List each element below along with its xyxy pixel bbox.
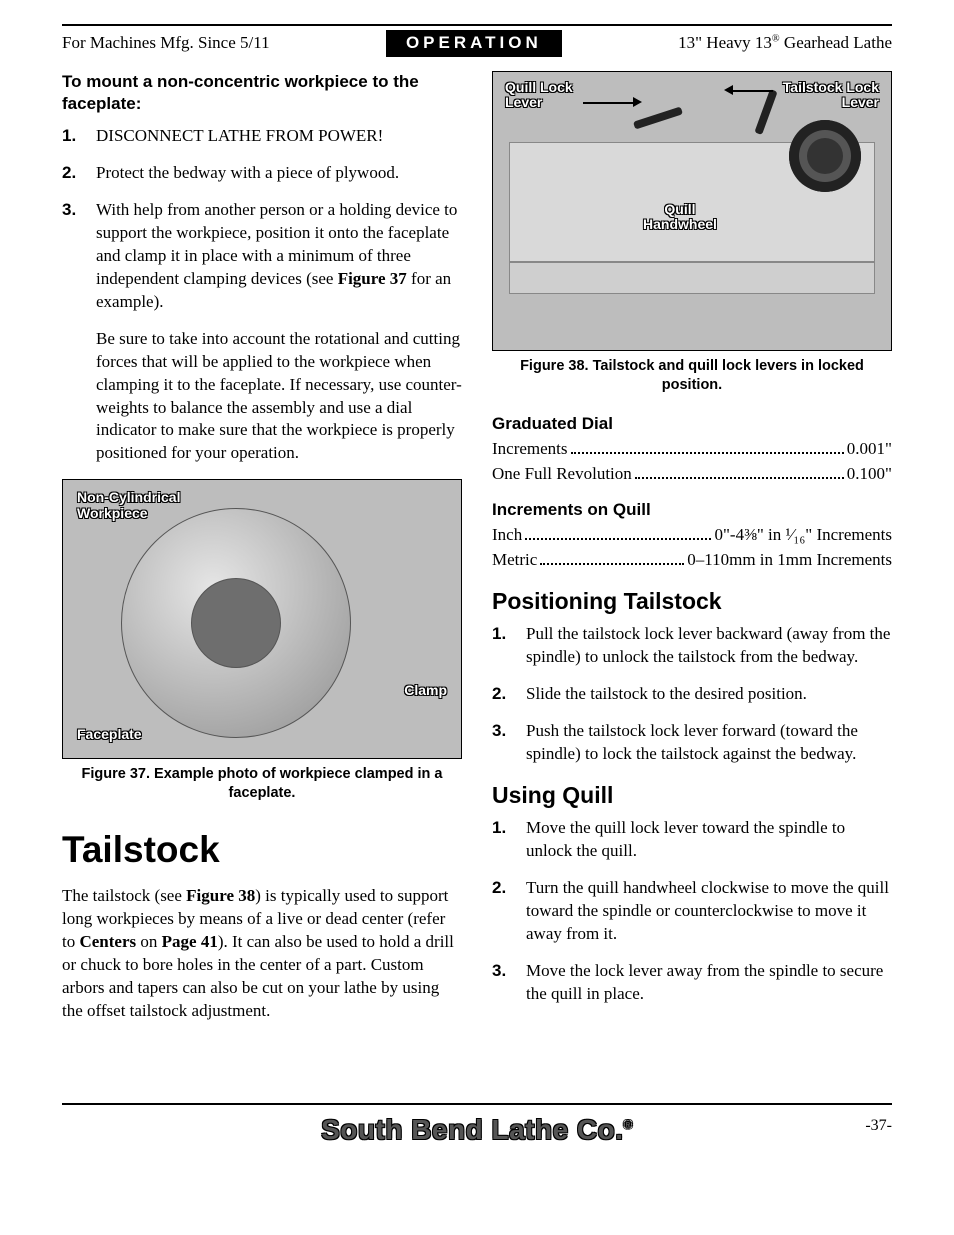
callout-quill-lock: Quill LockLever [505,80,573,111]
quill-lock-lever-icon [633,106,683,129]
dot-leader [540,552,684,566]
step-body: Move the quill lock lever toward the spi… [526,817,892,863]
mount-step-2: 2. Protect the bedway with a piece of pl… [62,162,462,185]
mount-steps: 1. DISCONNECT LATHE FROM POWER! 2. Prote… [62,125,462,465]
increments-quill-heading: Increments on Quill [492,499,892,522]
mount-step-3: 3. With help from another person or a ho… [62,199,462,465]
step-body: Slide the tailstock to the desired posit… [526,683,892,706]
pos-step-3: 3. Push the tailstock lock lever forward… [492,720,892,766]
grad-row-1-label: Increments [492,438,568,461]
header-left: For Machines Mfg. Since 5/11 [62,32,270,55]
registered-mark-icon: ® [624,1117,633,1131]
step-body: Turn the quill handwheel clockwise to mo… [526,877,892,946]
tailstock-paragraph: The tailstock (see Figure 38) is typical… [62,885,462,1023]
step-number: 2. [492,877,526,946]
step-number: 1. [492,817,526,863]
callout-faceplate: Faceplate [77,727,142,742]
step-number: 3. [62,199,96,465]
step-body: Push the tailstock lock lever forward (t… [526,720,892,766]
step-body: Protect the bedway with a piece of plywo… [96,162,462,185]
header-right: 13" Heavy 13® Gearhead Lathe [678,32,892,55]
quill-step-3: 3. Move the lock lever away from the spi… [492,960,892,1006]
tailstock-heading: Tailstock [62,825,462,875]
step3-p2: Be sure to take into account the rotatio… [96,328,462,466]
callout-quill-handwheel: QuillHandwheel [643,202,717,233]
header-right-prefix: 13" Heavy 13 [678,33,772,52]
header-right-suffix: Gearhead Lathe [780,33,892,52]
incr-row-1-value: 0"-4⅜" in ¹⁄₁₆" Increments [714,524,892,547]
content-columns: To mount a non-concentric workpiece to t… [62,71,892,1023]
positioning-steps: 1. Pull the tailstock lock lever backwar… [492,623,892,766]
header-center: OPERATION [386,30,562,57]
step-body: Pull the tailstock lock lever backward (… [526,623,892,669]
faceplate-hub-icon [191,578,281,668]
quill-step-1: 1. Move the quill lock lever toward the … [492,817,892,863]
step-body: With help from another person or a holdi… [96,199,462,465]
step-number: 3. [492,960,526,1006]
step-number: 1. [492,623,526,669]
mount-lead: To mount a non-concentric workpiece to t… [62,71,462,115]
figure-38-ref: Figure 38 [186,886,255,905]
callout-noncyl: Non-CylindricalWorkpiece [77,490,180,521]
ts-e: on [136,932,162,951]
brand-text: South Bend Lathe Co. [321,1114,623,1145]
grad-row-2: One Full Revolution 0.100" [492,463,892,486]
right-column: Quill LockLever Tailstock LockLever Quil… [492,71,892,1023]
callout-tailstock-lock: Tailstock LockLever [783,80,879,111]
tailstock-lock-lever-icon [754,89,777,135]
arrow-head-icon [724,85,733,95]
dot-leader [525,527,711,541]
footer: South Bend Lathe Co.® -37- [62,1103,892,1149]
quill-step-2: 2. Turn the quill handwheel clockwise to… [492,877,892,946]
graduated-dial-heading: Graduated Dial [492,413,892,436]
left-column: To mount a non-concentric workpiece to t… [62,71,462,1023]
grad-row-2-value: 0.100" [847,463,892,486]
step-number: 2. [62,162,96,185]
grad-row-1-value: 0.001" [847,438,892,461]
incr-row-1-label: Inch [492,524,522,547]
mount-step-1: 1. DISCONNECT LATHE FROM POWER! [62,125,462,148]
figure-38: Quill LockLever Tailstock LockLever Quil… [492,71,892,351]
bedway-icon [509,262,875,294]
grad-row-2-label: One Full Revolution [492,463,632,486]
positioning-tailstock-heading: Positioning Tailstock [492,586,892,617]
pos-step-2: 2. Slide the tailstock to the desired po… [492,683,892,706]
incr-row-2-label: Metric [492,549,537,572]
callout-clamp: Clamp [404,683,447,698]
step-body: DISCONNECT LATHE FROM POWER! [96,125,462,148]
figure-37: Non-CylindricalWorkpiece Clamp Faceplate [62,479,462,759]
page-header: For Machines Mfg. Since 5/11 OPERATION 1… [62,30,892,57]
step-number: 2. [492,683,526,706]
using-quill-heading: Using Quill [492,780,892,811]
incr-row-2: Metric 0–110mm in 1mm Increments [492,549,892,572]
incr-row-2-value: 0–110mm in 1mm Increments [687,549,892,572]
centers-ref: Centers [79,932,136,951]
page-number: -37- [865,1115,892,1137]
handwheel-icon [789,120,861,192]
figure-37-caption: Figure 37. Example photo of workpiece cl… [62,765,462,803]
arrow-line-icon [733,90,773,92]
page-41-ref: Page 41 [162,932,218,951]
brand-logo: South Bend Lathe Co.® [321,1111,633,1149]
step-number: 1. [62,125,96,148]
step-number: 3. [492,720,526,766]
incr-row-1: Inch 0"-4⅜" in ¹⁄₁₆" Increments [492,524,892,547]
registered-mark-icon: ® [772,33,780,44]
arrow-head-icon [633,97,642,107]
footer-row: South Bend Lathe Co.® -37- [62,1105,892,1149]
figure-37-ref: Figure 37 [338,269,407,288]
grad-row-1: Increments 0.001" [492,438,892,461]
dot-leader [571,440,844,454]
step-body: Move the lock lever away from the spindl… [526,960,892,1006]
arrow-line-icon [583,102,633,104]
dot-leader [635,465,844,479]
pos-step-1: 1. Pull the tailstock lock lever backwar… [492,623,892,669]
figure-38-caption: Figure 38. Tailstock and quill lock leve… [492,357,892,395]
ts-a: The tailstock (see [62,886,186,905]
top-rule [62,24,892,26]
quill-steps: 1. Move the quill lock lever toward the … [492,817,892,1006]
